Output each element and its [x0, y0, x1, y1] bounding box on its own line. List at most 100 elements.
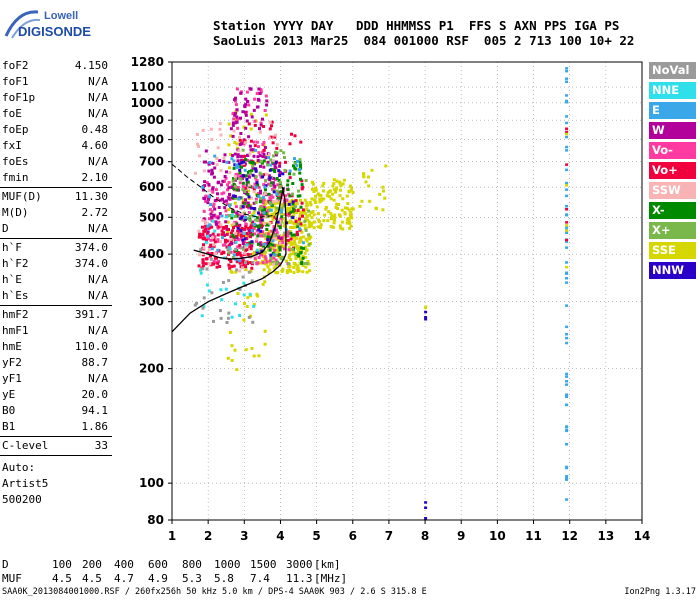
echo-point: [247, 189, 251, 193]
echo-point: [348, 221, 352, 225]
echo-point: [241, 199, 245, 202]
echo-point: [250, 229, 254, 232]
echo-point: [289, 252, 293, 256]
echo-point: [318, 197, 322, 201]
echo-point: [314, 200, 318, 204]
echo-point: [226, 356, 230, 360]
echo-point: [345, 194, 349, 198]
param-value: N/A: [88, 324, 108, 337]
echo-point: [240, 234, 243, 238]
param-row: fxI 4.60: [0, 138, 112, 154]
echo-point: [261, 155, 265, 159]
echo-point: [212, 262, 215, 266]
echo-point: [232, 194, 236, 198]
column-echo-point: [565, 325, 569, 329]
echo-point: [225, 245, 229, 249]
echo-point: [227, 196, 231, 200]
echo-point: [232, 111, 235, 115]
echo-point: [238, 269, 242, 273]
echo-point: [298, 194, 302, 198]
echo-point: [314, 194, 317, 198]
param-row: h`Es N/A: [0, 288, 112, 304]
echo-point: [308, 213, 312, 217]
echo-point: [246, 296, 250, 300]
logo-line2: DIGISONDE: [18, 24, 91, 39]
column-echo-point: [565, 208, 569, 211]
echo-point: [264, 211, 268, 215]
echo-point: [199, 268, 203, 272]
echo-point: [236, 185, 240, 189]
echo-point: [299, 198, 302, 202]
echo-point: [242, 125, 246, 129]
muf-row: MUF 4.5 4.5 4.7 4.9 5.3 5.8 7.4 11.3 [MHz]: [2, 572, 347, 586]
echo-point: [204, 224, 208, 228]
echo-point: [266, 265, 270, 269]
echo-point: [292, 235, 296, 239]
echo-point: [245, 100, 249, 104]
echo-point: [270, 212, 274, 216]
echo-point: [278, 185, 282, 189]
echo-point: [342, 178, 346, 182]
echo-point: [245, 305, 249, 308]
echo-point: [298, 171, 302, 175]
echo-point: [218, 122, 222, 125]
echo-point: [202, 209, 206, 213]
echo-point: [214, 252, 218, 256]
echo-point: [304, 255, 308, 259]
echo-point: [271, 260, 275, 264]
echo-point: [270, 181, 274, 185]
echo-point: [223, 175, 227, 178]
echo-point: [239, 229, 243, 233]
echo-point: [220, 229, 224, 233]
echo-point: [217, 259, 221, 263]
echo-point: [205, 283, 209, 287]
echo-point: [281, 267, 285, 271]
echo-point: [255, 250, 259, 254]
echo-point: [235, 146, 239, 150]
echo-point: [258, 130, 262, 134]
echo-point: [229, 260, 233, 264]
echo-point: [262, 194, 266, 198]
echo-point: [210, 168, 214, 172]
echo-point: [231, 210, 235, 214]
echo-point: [260, 218, 264, 222]
echo-point: [257, 232, 261, 236]
echo-point: [285, 203, 289, 207]
echo-point: [233, 112, 237, 115]
column-echo-point: [565, 395, 569, 398]
echo-point: [307, 220, 311, 224]
column-echo-point: [565, 341, 569, 345]
echo-point: [248, 160, 252, 164]
echo-point: [257, 87, 261, 91]
echo-point: [210, 225, 214, 229]
echo-point: [227, 180, 231, 184]
echo-point: [364, 180, 368, 184]
echo-point: [311, 210, 315, 213]
param-name: foF2: [2, 59, 29, 72]
echo-point: [304, 237, 308, 241]
echo-point: [362, 175, 366, 179]
echo-point: [201, 267, 205, 271]
echo-point: [268, 246, 272, 250]
echo-point: [296, 266, 300, 270]
param-name: B0: [2, 404, 16, 417]
echo-point: [253, 256, 257, 260]
echo-point: [299, 239, 303, 243]
echo-point: [281, 240, 285, 244]
param-separator: [0, 187, 112, 188]
echo-point: [241, 188, 245, 192]
echo-point: [285, 198, 289, 202]
echo-point: [279, 190, 283, 194]
echo-point: [291, 209, 295, 213]
muf-table-cell: 5.8: [214, 572, 234, 585]
echo-point: [242, 318, 246, 322]
echo-point: [255, 239, 259, 243]
param-row: h`F2 374.0: [0, 256, 112, 272]
echo-point: [335, 202, 339, 206]
echo-point: [227, 208, 231, 212]
echo-point: [299, 210, 303, 214]
echo-point: [274, 228, 278, 232]
echo-point: [278, 241, 282, 245]
ionogram-trace-line: [193, 187, 285, 260]
echo-point: [346, 206, 349, 210]
